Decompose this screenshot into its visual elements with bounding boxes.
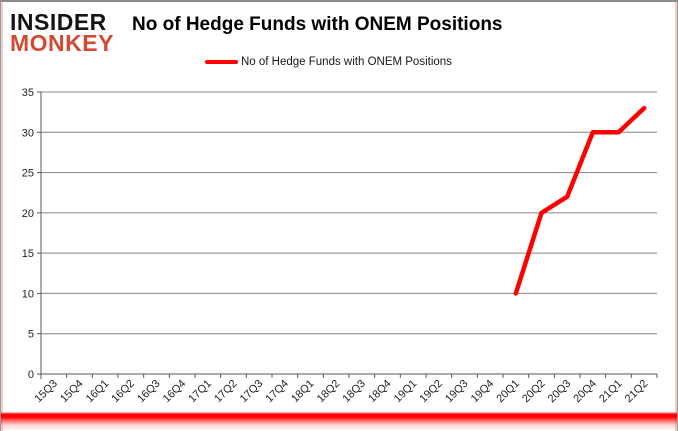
x-axis-label: 16Q3	[135, 378, 163, 406]
x-axis-label: 19Q3	[443, 378, 471, 406]
x-axis-label: 18Q4	[366, 378, 394, 406]
series-line	[513, 105, 647, 296]
x-axis-label: 19Q1	[392, 378, 420, 406]
x-axis-label: 16Q1	[84, 378, 112, 406]
y-axis-label: 15	[22, 248, 34, 260]
legend-line-swatch	[205, 60, 238, 64]
x-axis-label: 17Q3	[238, 378, 266, 406]
chart-title: No of Hedge Funds with ONEM Positions	[132, 14, 503, 35]
x-axis-label: 18Q1	[289, 378, 317, 406]
insider-monkey-logo: INSIDER MONKEY	[10, 9, 114, 57]
y-axis-label: 5	[28, 329, 34, 341]
y-axis-label: 0	[28, 369, 34, 381]
logo-monkey-text: MONKEY	[10, 30, 114, 57]
x-axis-label: 19Q2	[417, 378, 445, 406]
legend-label: No of Hedge Funds with ONEM Positions	[241, 56, 452, 68]
x-axis-label: 17Q2	[212, 378, 240, 406]
x-axis-label: 15Q3	[32, 378, 60, 406]
x-axis-label: 20Q3	[546, 378, 574, 406]
x-axis-label: 17Q1	[186, 378, 214, 406]
y-axis-label: 10	[22, 288, 34, 300]
x-axis-label: 21Q1	[597, 378, 625, 406]
x-axis-label: 20Q1	[494, 378, 522, 406]
x-axis-label: 20Q4	[571, 378, 599, 406]
y-axis-label: 20	[22, 208, 34, 220]
y-axis-label: 30	[22, 127, 34, 139]
x-axis-label: 15Q4	[58, 378, 86, 406]
y-axis-label: 35	[22, 87, 34, 99]
x-axis-label: 16Q4	[161, 378, 189, 406]
bottom-red-border	[1, 410, 677, 431]
y-axis-label: 25	[22, 168, 34, 180]
legend: No of Hedge Funds with ONEM Positions	[205, 56, 452, 68]
x-axis-label: 16Q2	[109, 378, 137, 406]
x-axis-label: 17Q4	[263, 378, 291, 406]
x-axis-label: 18Q2	[315, 378, 343, 406]
x-axis-label: 19Q4	[469, 378, 497, 406]
x-axis-label: 20Q2	[520, 378, 548, 406]
x-axis-label: 21Q2	[623, 378, 651, 406]
logo-insider-text: INSIDER	[10, 9, 107, 35]
x-axis-label: 18Q3	[340, 378, 368, 406]
